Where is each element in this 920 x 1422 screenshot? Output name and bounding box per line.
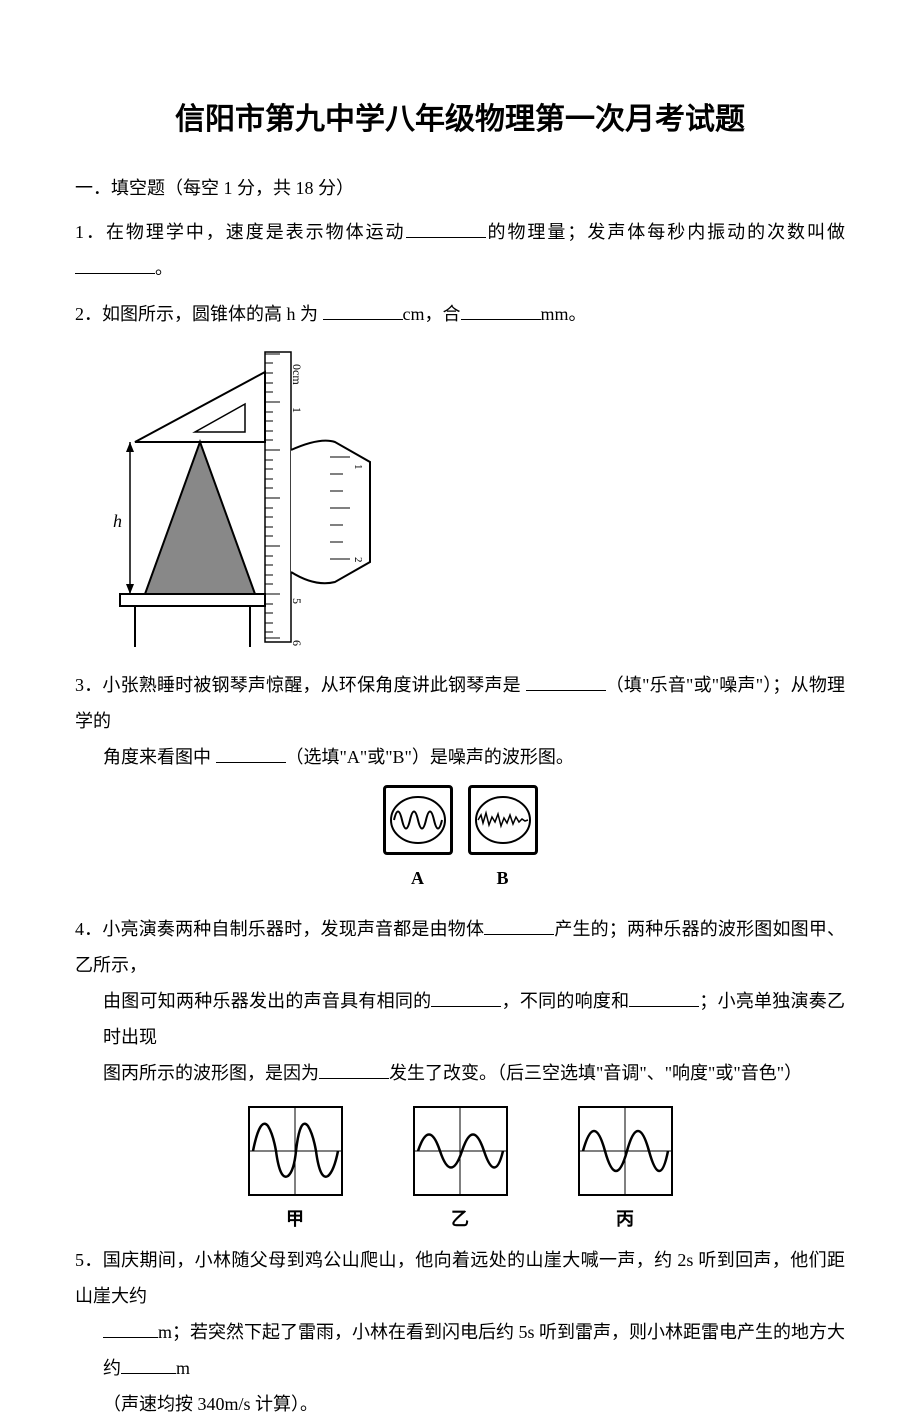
q5-text-a: 5．国庆期间，小林随父母到鸡公山爬山，他向着远处的山崖大喊一声，约 2s 听到回… (75, 1250, 845, 1306)
q2-unit-a: cm，合 (403, 304, 461, 324)
question-4: 4．小亮演奏两种自制乐器时，发现声音都是由物体产生的；两种乐器的波形图如图甲、乙… (75, 911, 845, 1091)
waveform-bing (578, 1106, 673, 1196)
waveform-yi (413, 1106, 508, 1196)
blank (323, 302, 403, 320)
blank (216, 745, 286, 763)
blank (484, 917, 554, 935)
blank (629, 989, 699, 1007)
q2-figure: 0cm 1 2 3 4 5 6 h 1 2 (75, 342, 845, 652)
q2-unit-b: mm。 (541, 304, 587, 324)
svg-text:6: 6 (290, 640, 304, 646)
label-bing: 丙 (616, 1201, 634, 1237)
q2-text-a: 2．如图所示，圆锥体的高 h 为 (75, 304, 318, 324)
question-1: 1．在物理学中，速度是表示物体运动 的物理量；发声体每秒内振动的次数叫做。 (75, 214, 845, 286)
waveform-jia (248, 1106, 343, 1196)
label-yi: 乙 (451, 1201, 469, 1237)
q3-figure: A B (75, 785, 845, 896)
blank (526, 673, 606, 691)
q5-text-d: （声速均按 340m/s 计算）。 (103, 1394, 318, 1414)
section-1-header: 一．填空题（每空 1 分，共 18 分） (75, 170, 845, 206)
waveform-b (475, 795, 531, 845)
q3-text-d: （选填"A"或"B"）是噪声的波形图。 (286, 747, 574, 767)
blank (103, 1320, 158, 1338)
question-3: 3．小张熟睡时被钢琴声惊醒，从环保角度讲此钢琴声是 （填"乐音"或"噪声"）；从… (75, 667, 845, 775)
svg-text:1: 1 (352, 464, 364, 470)
blank (75, 256, 155, 274)
svg-text:2: 2 (352, 557, 364, 563)
blank (461, 302, 541, 320)
q4-text-d: ，不同的响度和 (501, 991, 629, 1011)
exam-title: 信阳市第九中学八年级物理第一次月考试题 (75, 90, 845, 150)
q4-text-g: 发生了改变。（后三空选填"音调"、"响度"或"音色"） (389, 1063, 802, 1083)
q1-text-b: 的物理量；发声体每秒内振动的次数叫做 (486, 222, 845, 242)
q1-text-a: 1．在物理学中，速度是表示物体运动 (75, 222, 406, 242)
waveform-a (390, 795, 446, 845)
blank (406, 220, 486, 238)
q4-text-f: 图丙所示的波形图，是因为 (103, 1063, 319, 1083)
svg-text:1: 1 (290, 407, 304, 413)
q4-text-c: 由图可知两种乐器发出的声音具有相同的 (103, 991, 431, 1011)
svg-text:5: 5 (290, 598, 304, 604)
label-jia: 甲 (286, 1201, 304, 1237)
svg-text:0cm: 0cm (290, 364, 304, 385)
label-b: B (496, 860, 508, 896)
q3-text-a: 3．小张熟睡时被钢琴声惊醒，从环保角度讲此钢琴声是 (75, 675, 521, 695)
q1-text-c: 。 (155, 258, 173, 278)
question-2: 2．如图所示，圆锥体的高 h 为 cm，合 mm。 (75, 296, 845, 332)
label-a: A (411, 860, 424, 896)
svg-text:h: h (113, 511, 122, 531)
blank (431, 989, 501, 1007)
q4-text-a: 4．小亮演奏两种自制乐器时，发现声音都是由物体 (75, 919, 484, 939)
q5-text-b: m；若突然下起了雷雨，小林在看到闪电后约 5s 听到雷声，则小林距雷电产生的地方… (103, 1322, 845, 1378)
question-5: 5．国庆期间，小林随父母到鸡公山爬山，他向着远处的山崖大喊一声，约 2s 听到回… (75, 1242, 845, 1422)
q3-text-c: 角度来看图中 (103, 747, 211, 767)
q5-text-c: m (176, 1358, 190, 1378)
cone-ruler-diagram: 0cm 1 2 3 4 5 6 h 1 2 (75, 342, 375, 652)
blank (319, 1061, 389, 1079)
blank (121, 1356, 176, 1374)
q4-figure-row: 甲 乙 丙 (75, 1106, 845, 1237)
